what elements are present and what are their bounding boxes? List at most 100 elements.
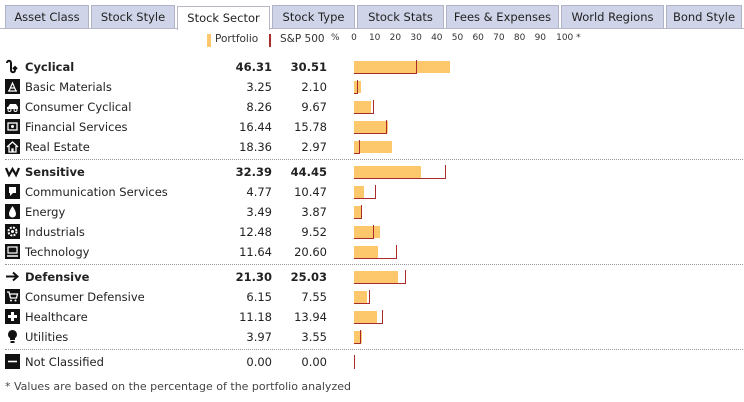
portfolio-value: 0.00 — [246, 355, 272, 369]
portfolio-value: 16.44 — [239, 120, 272, 134]
tab-stock-sector[interactable]: Stock Sector — [177, 6, 270, 30]
benchmark-value: 3.87 — [301, 205, 327, 219]
chart-header: Portfolio S&P 500 % 0 10 20 30 40 50 60 70 80 90 1… — [0, 31, 744, 49]
sector-label: Defensive — [25, 270, 90, 284]
portfolio-bar — [354, 101, 372, 113]
consumer-defensive-icon — [5, 289, 20, 304]
benchmark-bar — [354, 165, 446, 179]
scale-tick: 80 — [513, 33, 526, 43]
tab-bond-style[interactable]: Bond Style — [666, 5, 742, 28]
benchmark-bar — [354, 225, 374, 239]
sector-row: Healthcare 11.18 13.94 — [0, 307, 744, 327]
portfolio-legend-label: Portfolio — [215, 33, 259, 45]
portfolio-legend-swatch — [207, 34, 211, 47]
benchmark-value: 13.94 — [294, 310, 327, 324]
portfolio-value: 4.77 — [246, 185, 272, 199]
benchmark-value: 15.78 — [294, 120, 327, 134]
benchmark-value: 9.67 — [301, 100, 327, 114]
benchmark-legend-label: S&P 500 — [280, 33, 325, 45]
scale-tick: 40 — [431, 33, 443, 43]
portfolio-value: 21.30 — [235, 270, 272, 284]
benchmark-bar — [354, 245, 397, 259]
technology-icon — [5, 244, 20, 259]
tab-stock-style[interactable]: Stock Style — [91, 5, 175, 28]
financial-services-icon — [5, 119, 20, 134]
sector-row: Technology 11.64 20.60 — [0, 242, 744, 262]
benchmark-bar — [354, 185, 376, 199]
scale-tick: 30 — [410, 33, 422, 43]
benchmark-value: 9.52 — [301, 225, 327, 239]
sector-row: Real Estate 18.36 2.97 — [0, 137, 744, 157]
portfolio-value: 32.39 — [235, 165, 272, 179]
benchmark-value: 20.60 — [294, 245, 327, 259]
sector-label: Communication Services — [25, 185, 168, 199]
sector-label: Consumer Defensive — [25, 290, 145, 304]
tab-world-regions[interactable]: World Regions — [561, 5, 664, 28]
tab-fees-expenses[interactable]: Fees & Expenses — [446, 5, 559, 28]
scale-tick: 60 — [472, 33, 484, 43]
benchmark-value: 44.45 — [290, 165, 327, 179]
benchmark-bar — [354, 330, 362, 344]
sector-row: Not Classified 0.00 0.00 — [0, 352, 744, 372]
sector-label: Energy — [25, 205, 66, 219]
super-sector-row: Sensitive 32.39 44.45 — [0, 162, 744, 182]
portfolio-value: 11.64 — [239, 245, 272, 259]
portfolio-bar — [354, 331, 363, 343]
benchmark-bar — [354, 310, 383, 324]
benchmark-value: 10.47 — [294, 185, 327, 199]
sector-row: Consumer Cyclical 8.26 9.67 — [0, 97, 744, 117]
tab-stock-stats[interactable]: Stock Stats — [357, 5, 444, 28]
group-separator — [5, 349, 743, 350]
benchmark-bar — [354, 60, 418, 74]
benchmark-bar — [354, 100, 375, 114]
sensitive-icon — [4, 164, 21, 179]
portfolio-bar — [354, 61, 450, 73]
portfolio-value: 12.48 — [239, 225, 272, 239]
footnote: * Values are based on the percentage of … — [5, 380, 351, 393]
scale-axis: 0 10 20 30 40 50 60 70 80 90 100 * — [0, 33, 744, 47]
benchmark-value: 30.51 — [290, 60, 327, 74]
industrials-icon — [5, 224, 20, 239]
benchmark-bar — [354, 290, 370, 304]
benchmark-bar — [354, 120, 387, 134]
benchmark-bar — [354, 80, 359, 94]
sector-label: Financial Services — [25, 120, 128, 134]
portfolio-bar — [354, 141, 392, 153]
sector-row: Industrials 12.48 9.52 — [0, 222, 744, 242]
benchmark-bar — [354, 270, 406, 284]
basic-materials-icon — [5, 79, 20, 94]
scale-tick: 70 — [493, 33, 505, 43]
benchmark-value: 25.03 — [290, 270, 327, 284]
sector-label: Technology — [25, 245, 90, 259]
scale-tick: 20 — [389, 33, 402, 43]
group-separator — [5, 264, 743, 265]
benchmark-bar — [354, 140, 361, 154]
portfolio-bar — [354, 246, 379, 258]
portfolio-value: 3.25 — [246, 80, 272, 94]
utilities-icon — [5, 329, 20, 344]
scale-tick: 0 — [351, 33, 357, 43]
scale-tick: 100 * — [556, 33, 581, 43]
portfolio-bar — [354, 186, 364, 198]
sector-row: Energy 3.49 3.87 — [0, 202, 744, 222]
sector-label: Not Classified — [25, 355, 104, 369]
sector-label: Cyclical — [25, 60, 75, 74]
not-classified-icon — [5, 354, 20, 369]
scale-tick: 10 — [368, 33, 381, 43]
cyclical-icon — [5, 59, 20, 74]
sector-label: Industrials — [25, 225, 85, 239]
benchmark-bar — [354, 355, 355, 369]
benchmark-value: 2.10 — [301, 80, 327, 94]
energy-icon — [5, 204, 20, 219]
sector-label: Healthcare — [25, 310, 88, 324]
sector-row: Basic Materials 3.25 2.10 — [0, 77, 744, 97]
portfolio-bar — [354, 291, 367, 303]
benchmark-legend-swatch — [269, 34, 271, 47]
portfolio-bar — [354, 271, 399, 283]
scale-tick: 90 — [534, 33, 547, 43]
tab-stock-type[interactable]: Stock Type — [272, 5, 355, 28]
communication-services-icon — [5, 184, 20, 199]
benchmark-value: 2.97 — [301, 140, 327, 154]
super-sector-row: Defensive 21.30 25.03 — [0, 267, 744, 287]
tab-asset-class[interactable]: Asset Class — [5, 5, 89, 28]
